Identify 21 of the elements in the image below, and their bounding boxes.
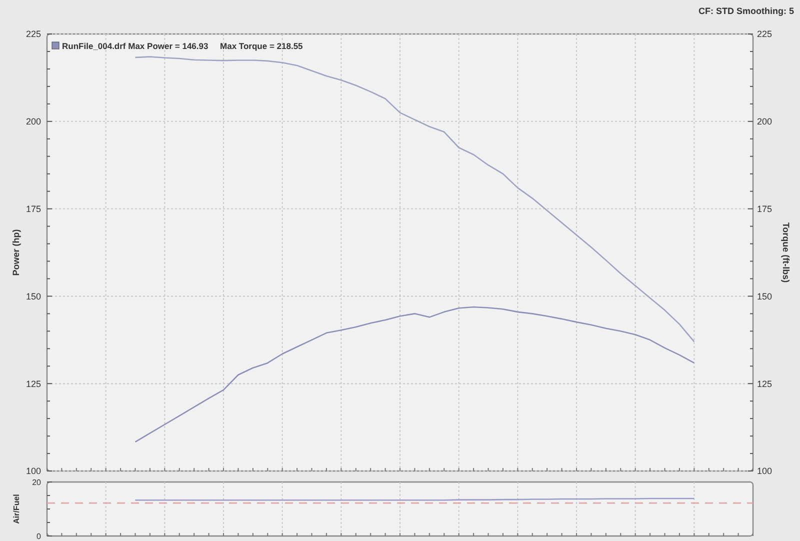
- y-tick-label: 100: [26, 466, 41, 476]
- y2-tick-label: 100: [757, 466, 772, 476]
- y-axis-title: Air/Fuel: [12, 494, 21, 524]
- y-axis-title: Power (hp): [11, 229, 21, 276]
- y-tick-label: 225: [26, 29, 41, 40]
- y-tick-label: 150: [26, 291, 41, 302]
- y2-axis-title: Torque (ft-lbs): [781, 222, 791, 283]
- text: CF: STD Smoothing: 5: [698, 6, 794, 16]
- y2-tick-label: 150: [757, 291, 772, 302]
- y-tick-label: 175: [26, 204, 41, 214]
- y-tick-label: 200: [26, 116, 41, 127]
- y2-tick-label: 200: [757, 116, 772, 127]
- y2-tick-label: 175: [757, 204, 772, 214]
- line-series: [134, 306, 695, 443]
- y-tick-label: 125: [26, 378, 41, 389]
- y2-tick-label: 225: [757, 29, 772, 40]
- y2-tick-label: 125: [757, 378, 772, 389]
- y-tick-label: 0: [36, 532, 42, 541]
- annotation: RunFile_004.drf Max Power = 146.93 Max Torque = 218.55: [62, 41, 304, 51]
- y-tick-label: 20: [32, 478, 42, 487]
- line-series: [134, 56, 695, 342]
